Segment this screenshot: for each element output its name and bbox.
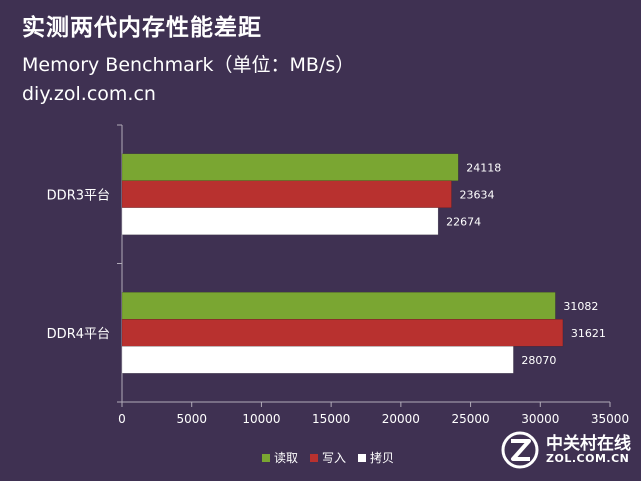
data-label: 31082 (563, 300, 598, 313)
x-tick-label: 20000 (382, 412, 420, 426)
x-tick-label: 15000 (312, 412, 350, 426)
zol-logo-icon (501, 431, 539, 469)
chart-subtitle: Memory Benchmark（单位：MB/s） (22, 54, 355, 76)
x-tick-label: 35000 (591, 412, 629, 426)
data-label: 31621 (571, 327, 606, 340)
bar-write (121, 180, 452, 208)
legend-label: 读取 (274, 451, 299, 465)
legend-item: 拷贝 (358, 449, 394, 466)
legend-swatch (262, 453, 270, 462)
bar-copy (121, 346, 514, 374)
zol-watermark: 中关村在线 ZOL.COM.CN (500, 430, 631, 470)
data-label: 22674 (446, 215, 481, 228)
watermark-name-cn: 中关村在线 (546, 433, 631, 454)
legend-label: 拷贝 (370, 451, 395, 465)
legend-swatch (358, 453, 367, 462)
x-tick-label: 0 (118, 412, 126, 426)
bar-read (121, 153, 459, 181)
legend: 读取 写入 拷贝 (262, 449, 394, 466)
data-label: 28070 (521, 354, 556, 367)
watermark-name-en: ZOL.COM.CN (546, 452, 630, 466)
x-tick-label: 10000 (242, 412, 280, 426)
chart-title: 实测两代内存性能差距 (22, 15, 262, 41)
x-tick-label: 30000 (521, 412, 559, 426)
legend-label: 写入 (322, 451, 347, 465)
legend-swatch (310, 453, 319, 462)
bar-copy (121, 207, 439, 235)
x-tick-label: 5000 (176, 412, 207, 426)
legend-item: 读取 (262, 449, 298, 466)
x-tick-label: 25000 (451, 412, 489, 426)
category-label: DDR4平台 (47, 327, 110, 342)
data-label: 23634 (460, 188, 495, 201)
category-label: DDR3平台 (47, 188, 110, 203)
bar-read (121, 292, 556, 320)
legend-item: 写入 (310, 449, 346, 466)
data-label: 24118 (466, 161, 501, 174)
source-url: diy.zol.com.cn (22, 83, 156, 105)
bar-write (121, 319, 564, 347)
